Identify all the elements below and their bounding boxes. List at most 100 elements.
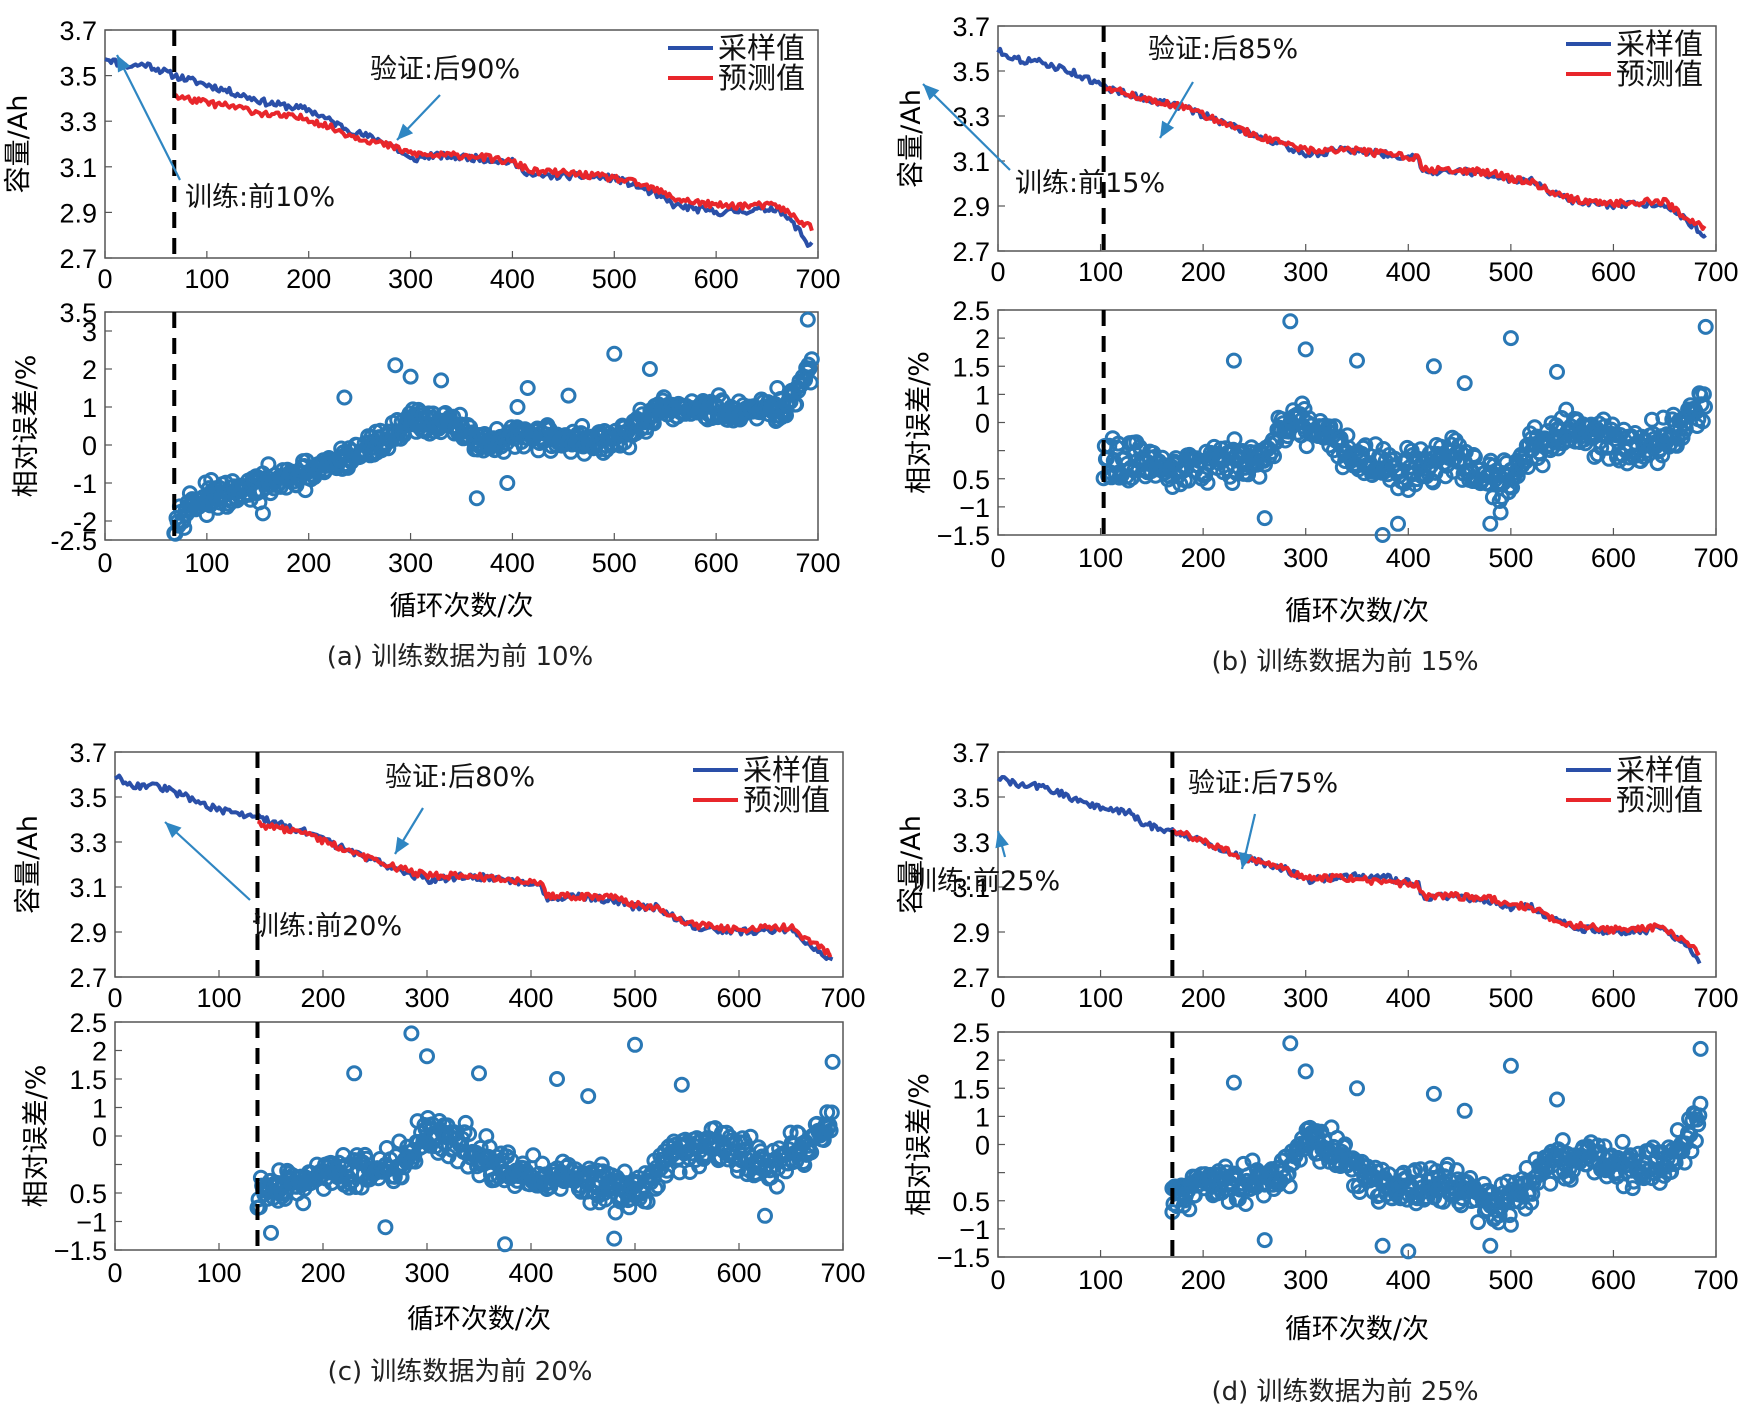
error-x-tick-label: 200 [300,1258,345,1288]
capacity-y-tick-label: 3.1 [952,147,990,177]
error-data-point [1492,504,1509,521]
error-data-point [671,1164,688,1181]
error-data-point [433,372,450,389]
validation-annotation: 验证:后80% [385,762,535,793]
capacity-x-tick-label: 500 [1488,983,1533,1013]
train-annotation: 训练:前20% [252,911,402,942]
error-data-point [560,387,577,404]
error-x-tick-label: 400 [490,548,535,578]
capacity-y-tick-label: 3.7 [69,738,107,768]
error-data-point [525,1147,542,1164]
chart-svg-b: 0 100 200 300 400 500 600 7002.72.93.13.33.53.7… [896,12,1739,677]
capacity-x-tick-label: 500 [1488,257,1533,287]
train-annotation: 训练:前15% [1015,168,1165,199]
validation-arrow [1238,813,1257,870]
error-y-axis-label: 相对误差/% [21,1065,52,1208]
capacity-y-tick-label: 2.7 [952,963,990,993]
error-x-axis-label: 循环次数/次 [389,591,533,622]
error-x-tick-label: 400 [1386,1265,1431,1295]
error-data-point [649,1178,666,1195]
legend-predicted-label: 预测值 [743,783,830,817]
error-plot-frame [997,1031,1717,1258]
capacity-y-tick-label: 3.7 [59,16,97,46]
error-x-tick-label: 500 [612,1258,657,1288]
train-arrow [164,821,251,901]
capacity-y-axis-label: 容量/Ah [3,95,34,194]
error-x-tick-label: 100 [184,548,229,578]
error-y-tick-label: -1 [73,469,97,499]
error-data-point [1225,1074,1242,1091]
train-arrow-head [165,822,182,838]
error-data-point [1448,1162,1465,1179]
error-y-tick-label: 0 [975,1131,990,1161]
error-data-point [1687,1132,1704,1149]
error-data-point [778,407,794,424]
error-data-point [1491,1207,1508,1224]
error-y-tick-label: 2 [82,355,97,385]
capacity-x-tick-label: 100 [184,264,229,294]
train-arrow-head [995,831,1009,849]
capacity-x-tick-label: 200 [286,264,331,294]
error-data-point [515,438,532,455]
error-y-tick-label: −1 [76,1208,107,1238]
error-data-point [1256,1232,1273,1249]
error-y-tick-label: −1 [959,1215,990,1245]
capacity-y-tick-label: 2.7 [952,237,990,267]
error-data-point [796,1157,813,1173]
capacity-x-tick-label: 200 [300,983,345,1013]
error-x-tick-label: 500 [1488,1265,1533,1295]
capacity-x-tick-label: 600 [1591,983,1636,1013]
error-y-tick-label: 3 [82,317,97,347]
capacity-x-tick-label: 100 [196,983,241,1013]
error-data-point [1542,1175,1559,1192]
error-data-point [1697,318,1714,335]
predicted-series-line [1101,85,1707,231]
error-y-tick-label: 2 [975,1046,990,1076]
error-data-point [549,1071,565,1087]
capacity-x-tick-label: 200 [1181,983,1226,1013]
error-data-point [1282,313,1299,330]
error-data-point [769,380,786,396]
error-data-point [198,507,215,523]
error-x-tick-label: 200 [1181,543,1226,573]
capacity-y-tick-label: 3.1 [69,873,107,903]
error-x-tick-label: 200 [286,548,331,578]
capacity-x-tick-label: 100 [1078,983,1123,1013]
subfigure-caption: (a) 训练数据为前 10% [327,642,594,672]
error-data-point [1374,1237,1391,1254]
error-data-point [1110,435,1127,452]
error-y-tick-label: 1.5 [952,1074,990,1104]
capacity-x-tick-label: 0 [990,983,1005,1013]
error-x-axis-label: 循环次数/次 [407,1304,551,1335]
subfigure-caption: (c) 训练数据为前 20% [328,1357,593,1387]
error-x-tick-label: 0 [97,548,112,578]
error-y-tick-label: 1 [82,393,97,423]
error-x-tick-label: 300 [404,1258,449,1288]
error-chart: 0 100 200 300 400 500 600 700−1.5−10.5011.522.5… [21,1008,866,1335]
error-x-tick-label: 600 [716,1258,761,1288]
error-data-point [377,1219,394,1236]
error-y-tick-label: 1 [975,380,990,410]
capacity-y-tick-label: 2.9 [59,198,97,228]
capacity-x-tick-label: 200 [1181,257,1226,287]
capacity-chart: 0 100 200 300 400 500 600 700 2.7 2.9 3.1 3.3 3.5 3.7… [896,12,1739,287]
error-data-point [1297,1063,1314,1080]
validation-arrow-head [1238,851,1253,869]
error-data-point [1562,1171,1579,1188]
error-data-point [1692,1040,1709,1057]
capacity-x-tick-label: 300 [388,264,433,294]
error-data-point [1502,1057,1519,1074]
error-data-point [1501,1207,1518,1224]
error-x-tick-label: 100 [196,1258,241,1288]
error-data-point [254,505,271,522]
error-data-point [1554,1132,1571,1149]
error-data-point [1482,515,1499,532]
error-data-point [1462,1170,1479,1186]
error-data-point [509,399,526,415]
error-y-tick-label: 2.5 [952,1018,990,1048]
capacity-chart: 0 100 200 300 400 500 600 700 2.7 2.9 3.1 3.3 3.5 3.7… [896,738,1739,1013]
error-x-tick-label: 0 [990,543,1005,573]
error-x-tick-label: 700 [795,548,840,578]
error-data-point [1549,363,1565,380]
capacity-y-tick-label: 3.1 [59,153,97,183]
